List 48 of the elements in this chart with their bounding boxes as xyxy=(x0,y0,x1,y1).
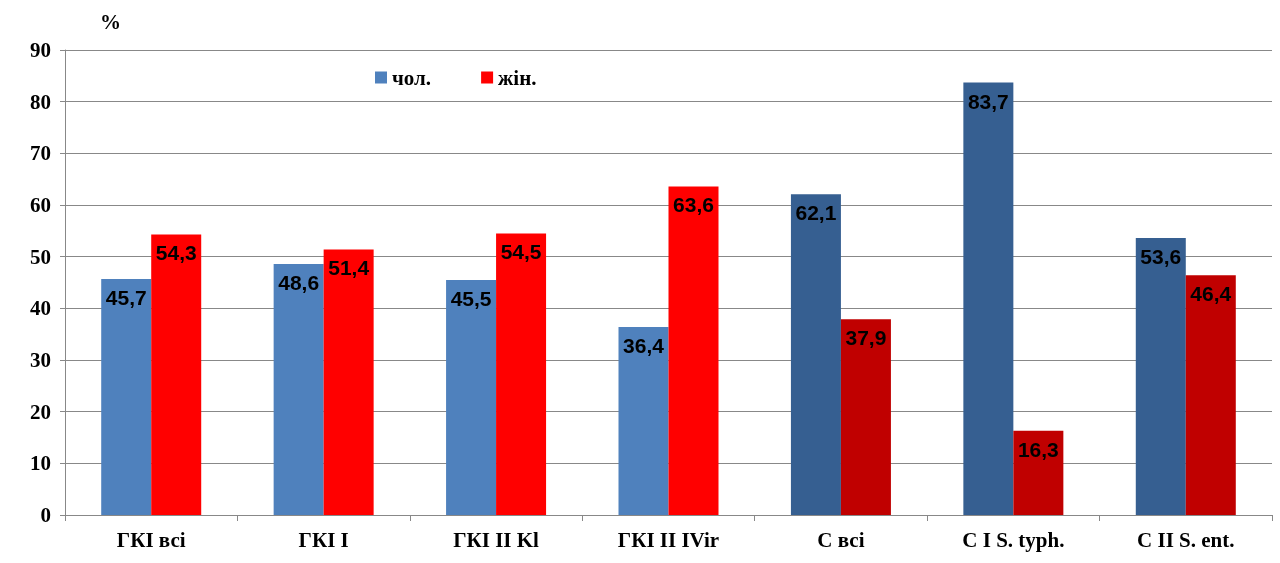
x-tick-label: С І S. typh. xyxy=(962,527,1065,552)
bar xyxy=(446,279,497,515)
bar xyxy=(496,233,547,515)
bar xyxy=(790,194,841,515)
bar xyxy=(840,319,891,515)
y-tick-label: 10 xyxy=(30,451,51,476)
bar xyxy=(323,249,374,515)
y-tick-label: 0 xyxy=(40,503,51,527)
legend-label: жін. xyxy=(498,65,537,90)
bar xyxy=(1185,275,1236,515)
data-label: 62,1 xyxy=(795,201,837,225)
x-tick-label: ГКІ ІІ IVir xyxy=(617,527,720,552)
bar xyxy=(1135,238,1186,515)
x-tick-label: ГКІ всі xyxy=(116,527,186,552)
y-tick-label: 50 xyxy=(30,244,51,269)
bar xyxy=(1013,430,1064,515)
data-label: 16,3 xyxy=(1017,437,1059,461)
y-tick-label: 20 xyxy=(30,399,51,424)
data-label: 54,3 xyxy=(155,241,197,265)
bar xyxy=(151,234,202,515)
data-label: 53,6 xyxy=(1140,245,1182,269)
data-label: 37,9 xyxy=(845,326,887,350)
x-tick-label: С ІІ S. ent. xyxy=(1137,527,1235,552)
data-label: 46,4 xyxy=(1190,282,1232,306)
x-tick-label: ГКІ ІІ Kl xyxy=(453,527,540,552)
data-label: 54,5 xyxy=(500,240,542,264)
data-label: 51,4 xyxy=(328,256,370,280)
bar xyxy=(618,326,669,515)
data-label: 48,6 xyxy=(278,270,320,294)
y-tick-label: 30 xyxy=(30,348,51,372)
data-label: 63,6 xyxy=(673,193,714,217)
legend-label: чол. xyxy=(392,65,432,90)
data-label: 45,5 xyxy=(450,286,492,310)
data-label: 36,4 xyxy=(623,333,665,357)
x-tick-label: С всі xyxy=(817,527,865,552)
y-tick-label: 60 xyxy=(30,193,51,217)
bar xyxy=(273,263,324,515)
y-tick-label: 40 xyxy=(30,296,51,321)
y-tick-label: 70 xyxy=(30,141,51,166)
bar xyxy=(101,278,152,515)
bar xyxy=(963,82,1014,515)
data-label: 45,7 xyxy=(105,285,147,309)
y-tick-label: 90 xyxy=(30,38,51,62)
bar xyxy=(668,186,719,515)
data-label: 83,7 xyxy=(967,89,1009,113)
y-tick-label: 80 xyxy=(30,89,51,114)
x-tick-label: ГКІ І xyxy=(298,527,349,552)
y-axis-title: % xyxy=(100,9,121,34)
